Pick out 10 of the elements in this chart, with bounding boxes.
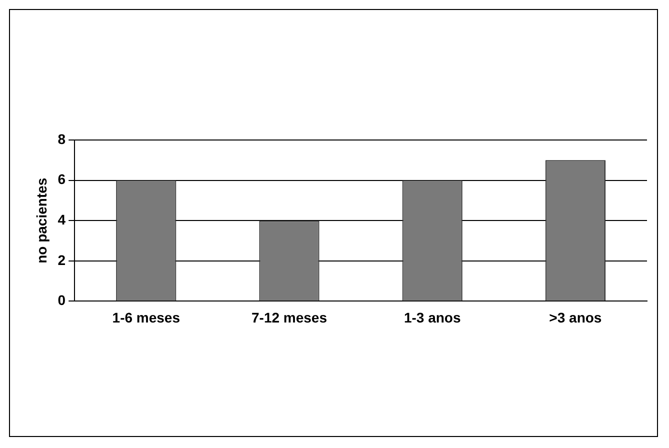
x-tick-label: 1-3 anos [404,309,461,326]
y-tick-label: 2 [58,252,66,268]
x-tick-label: >3 anos [549,309,602,326]
y-tick-label: 0 [58,292,66,308]
x-tick-label: 1-6 meses [112,309,180,326]
y-tick-label: 6 [58,171,66,188]
y-tick-label: 4 [58,211,66,228]
y-axis-title: no pacientes [33,178,50,264]
y-tick-label: 8 [58,130,66,147]
x-tick-label: 7-12 meses [251,309,328,326]
